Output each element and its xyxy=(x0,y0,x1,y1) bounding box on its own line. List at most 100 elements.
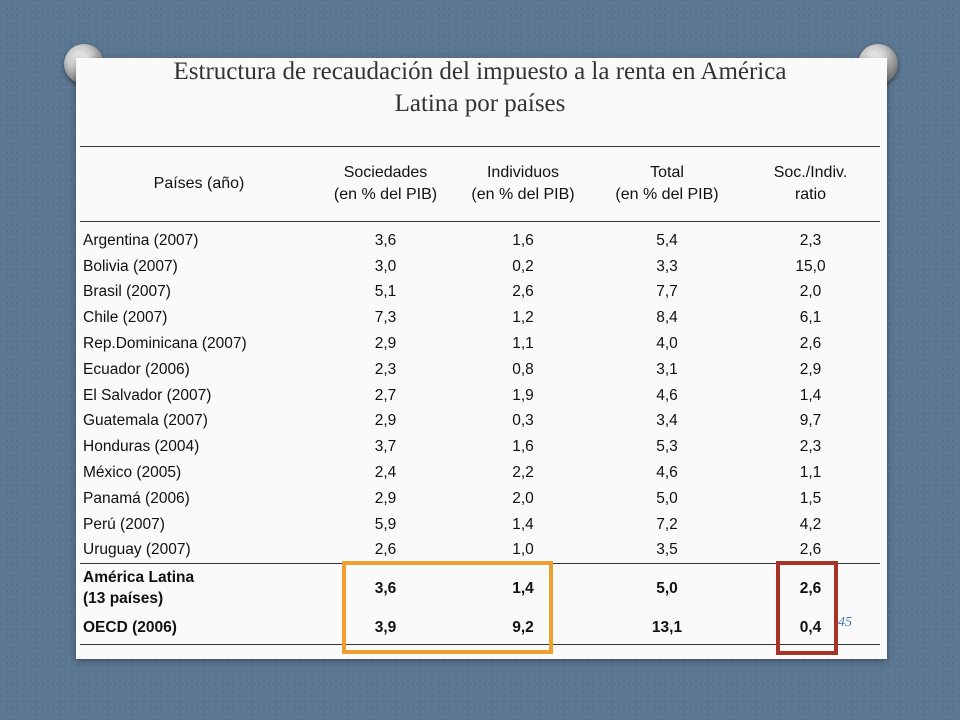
value-cell: 7,7 xyxy=(656,283,678,301)
country-cell: El Salvador (2007) xyxy=(83,386,212,404)
value-cell: 4,6 xyxy=(656,464,678,482)
header-total: Total (en % del PIB) xyxy=(593,146,741,222)
aggregate-row: América Latina (13 países) 3,6 1,4 5,0 2,6 xyxy=(80,563,880,613)
value-cell: 1,1 xyxy=(799,464,822,482)
table-row: Chile (2007) 7,3 1,2 8,4 6,1 xyxy=(80,305,880,331)
country-cell: Ecuador (2006) xyxy=(83,360,190,378)
value-cell: 1,9 xyxy=(512,386,534,404)
value-cell: 2,9 xyxy=(374,335,397,353)
country-cell: Chile (2007) xyxy=(83,309,168,327)
aggregate-name-cell: América Latina (13 países) xyxy=(80,563,318,613)
value-cell: 2,9 xyxy=(374,412,397,430)
value-cell: 3,0 xyxy=(374,257,397,275)
value-cell: 3,3 xyxy=(656,257,678,275)
value-cell: 3,1 xyxy=(656,360,678,378)
header-ratio: Soc./Indiv. ratio xyxy=(741,146,880,222)
value-cell: 1,1 xyxy=(512,335,534,353)
value-cell: 1,0 xyxy=(512,541,534,559)
value-cell: 3,7 xyxy=(374,438,397,456)
value-cell: 2,9 xyxy=(374,489,397,507)
aggregate-name-cell: OECD (2006) xyxy=(80,612,318,646)
value-cell: 2,2 xyxy=(512,464,534,482)
country-cell: Brasil (2007) xyxy=(83,283,171,301)
value-cell: 3,4 xyxy=(656,412,678,430)
aggregate-row: OECD (2006) 3,9 9,2 13,1 0,4 xyxy=(80,612,880,646)
value-cell: 1,2 xyxy=(512,309,534,327)
table-row: Bolivia (2007) 3,0 0,2 3,3 15,0 xyxy=(80,254,880,280)
value-cell: 6,1 xyxy=(799,309,822,327)
value-cell: 2,6 xyxy=(512,283,534,301)
table-row: Brasil (2007) 5,1 2,6 7,7 2,0 xyxy=(80,280,880,306)
aggregate-value-cell: 1,4 xyxy=(453,563,593,613)
value-cell: 2,9 xyxy=(799,360,822,378)
country-cell: Honduras (2004) xyxy=(83,438,200,456)
aggregate-subname: (13 países) xyxy=(83,590,164,608)
value-cell: 5,9 xyxy=(374,515,397,533)
country-cell: Argentina (2007) xyxy=(83,231,199,249)
country-cell: Rep.Dominicana (2007) xyxy=(83,335,247,353)
value-cell: 2,0 xyxy=(512,489,534,507)
slide-title: Estructura de recaudación del impuesto a… xyxy=(110,56,850,120)
slide-title-line1: Estructura de recaudación del impuesto a… xyxy=(173,58,787,85)
value-cell: 5,0 xyxy=(656,489,678,507)
value-cell: 2,6 xyxy=(799,335,822,353)
table-row: Ecuador (2006) 2,3 0,8 3,1 2,9 xyxy=(80,357,880,383)
aggregate-value-cell: 13,1 xyxy=(593,612,741,646)
tax-revenue-table: Países (año) Sociedades (en % del PIB) In… xyxy=(80,146,880,646)
value-cell: 3,5 xyxy=(656,541,678,559)
value-cell: 2,6 xyxy=(374,541,397,559)
value-cell: 2,6 xyxy=(799,541,822,559)
value-cell: 1,6 xyxy=(512,438,534,456)
table-header-row: Países (año) Sociedades (en % del PIB) In… xyxy=(80,146,880,222)
header-individuos: Individuos (en % del PIB) xyxy=(453,146,593,222)
table-row: Panamá (2006) 2,9 2,0 5,0 1,5 xyxy=(80,486,880,512)
value-cell: 2,0 xyxy=(799,283,822,301)
value-cell: 1,4 xyxy=(512,515,534,533)
value-cell: 1,4 xyxy=(799,386,822,404)
highlight-box-red xyxy=(776,561,838,655)
table-row: Rep.Dominicana (2007) 2,9 1,1 4,0 2,6 xyxy=(80,331,880,357)
table-row: El Salvador (2007) 2,7 1,9 4,6 1,4 xyxy=(80,383,880,409)
header-sociedades: Sociedades (en % del PIB) xyxy=(318,146,453,222)
value-cell: 4,0 xyxy=(656,335,678,353)
aggregate-value-cell: 0,4 xyxy=(741,612,880,646)
country-cell: Perú (2007) xyxy=(83,515,165,533)
value-cell: 5,1 xyxy=(374,283,397,301)
country-cell: Panamá (2006) xyxy=(83,489,190,507)
aggregate-name: OECD (2006) xyxy=(83,619,177,637)
value-cell: 5,3 xyxy=(656,438,678,456)
page-number: 45 xyxy=(838,615,852,630)
slide-title-line2: Latina por países xyxy=(394,90,566,117)
table-row: Honduras (2004) 3,7 1,6 5,3 2,3 xyxy=(80,434,880,460)
value-cell: 2,3 xyxy=(799,231,822,249)
country-cell: México (2005) xyxy=(83,464,182,482)
value-cell: 2,3 xyxy=(374,360,397,378)
aggregate-value-cell: 5,0 xyxy=(593,563,741,613)
value-cell: 4,6 xyxy=(656,386,678,404)
value-cell: 2,7 xyxy=(374,386,397,404)
value-cell: 9,7 xyxy=(799,412,822,430)
value-cell: 7,3 xyxy=(374,309,397,327)
table-row: Perú (2007) 5,9 1,4 7,2 4,2 xyxy=(80,512,880,538)
aggregate-value-cell: 2,6 xyxy=(741,563,880,613)
table-row: Guatemala (2007) 2,9 0,3 3,4 9,7 xyxy=(80,409,880,435)
value-cell: 4,2 xyxy=(799,515,822,533)
country-cell: Uruguay (2007) xyxy=(83,541,191,559)
header-paises: Países (año) xyxy=(80,146,318,222)
aggregate-name: América Latina xyxy=(83,569,195,587)
table-row: Argentina (2007) 3,6 1,6 5,4 2,3 xyxy=(80,228,880,254)
value-cell: 7,2 xyxy=(656,515,678,533)
value-cell: 1,6 xyxy=(512,231,534,249)
value-cell: 0,2 xyxy=(512,257,534,275)
aggregate-value-cell: 9,2 xyxy=(453,612,593,646)
value-cell: 3,6 xyxy=(374,231,397,249)
table-row: México (2005) 2,4 2,2 4,6 1,1 xyxy=(80,460,880,486)
table-row: Uruguay (2007) 2,6 1,0 3,5 2,6 xyxy=(80,538,880,564)
value-cell: 2,3 xyxy=(799,438,822,456)
value-cell: 0,8 xyxy=(512,360,534,378)
value-cell: 8,4 xyxy=(656,309,678,327)
highlight-box-orange xyxy=(342,561,553,654)
aggregate-value-cell: 3,9 xyxy=(318,612,453,646)
value-cell: 1,5 xyxy=(799,489,822,507)
country-cell: Guatemala (2007) xyxy=(83,412,208,430)
